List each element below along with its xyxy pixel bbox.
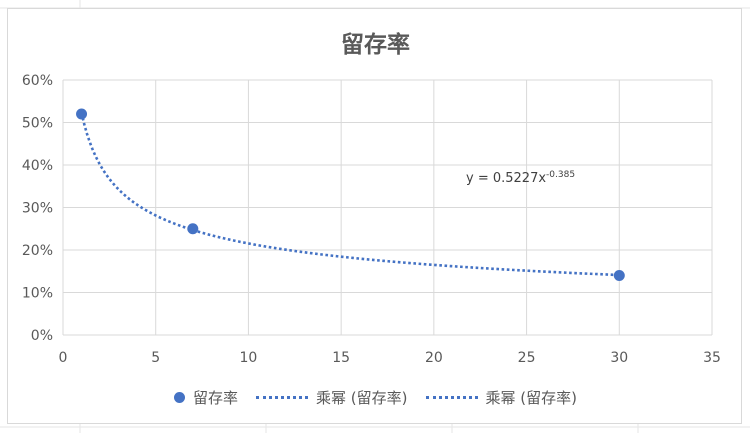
x-tick-label: 30 [610,350,628,366]
legend-label: 留存率 [193,389,239,407]
x-tick-label: 35 [703,350,721,366]
y-tick-label: 30% [22,201,53,217]
x-tick-label: 0 [59,350,68,366]
y-tick-label: 40% [22,158,53,174]
legend-marker-icon [174,392,185,403]
plot-area: 0 5 10 15 20 25 30 35 0% 10% 20% 30% 40% 50% 60% y = 0.… [22,73,721,366]
data-point [613,270,625,281]
legend-label: 乘幂 (留存率) [316,389,408,407]
x-tick-label: 20 [425,350,443,366]
legend-dotted-line-icon [425,396,478,399]
chart-area[interactable]: 留存率 0 5 10 15 20 25 30 35 0% 10% 20% 30% 40% 50% 60% y … [7,8,742,424]
y-tick-label: 10% [22,286,53,302]
chart-title: 留存率 [341,32,410,58]
legend-entry: 留存率 [174,387,238,408]
data-point [187,223,199,235]
legend-dotted-line-icon [256,396,309,399]
x-tick-label: 25 [518,350,536,366]
legend-label: 乘幂 (留存率) [485,389,577,407]
x-tick-label: 10 [240,350,258,366]
legend-entry: 乘幂 (留存率) [256,387,408,408]
y-tick-label: 60% [22,73,53,89]
trendline-equation-exponent: -0.385 [546,170,575,180]
power-trendline [80,112,620,277]
trendline-equation: y = 0.5227x-0.385 [466,170,575,186]
legend-entry: 乘幂 (留存率) [425,387,577,408]
y-tick-label: 20% [22,243,53,259]
data-point [76,108,88,120]
x-tick-label: 5 [151,350,160,366]
y-tick-label: 0% [31,328,53,344]
x-tick-label: 15 [332,350,350,366]
y-tick-label: 50% [22,116,53,132]
chart-legend: 留存率 乘幂 (留存率) 乘幂 (留存率) [8,387,743,408]
